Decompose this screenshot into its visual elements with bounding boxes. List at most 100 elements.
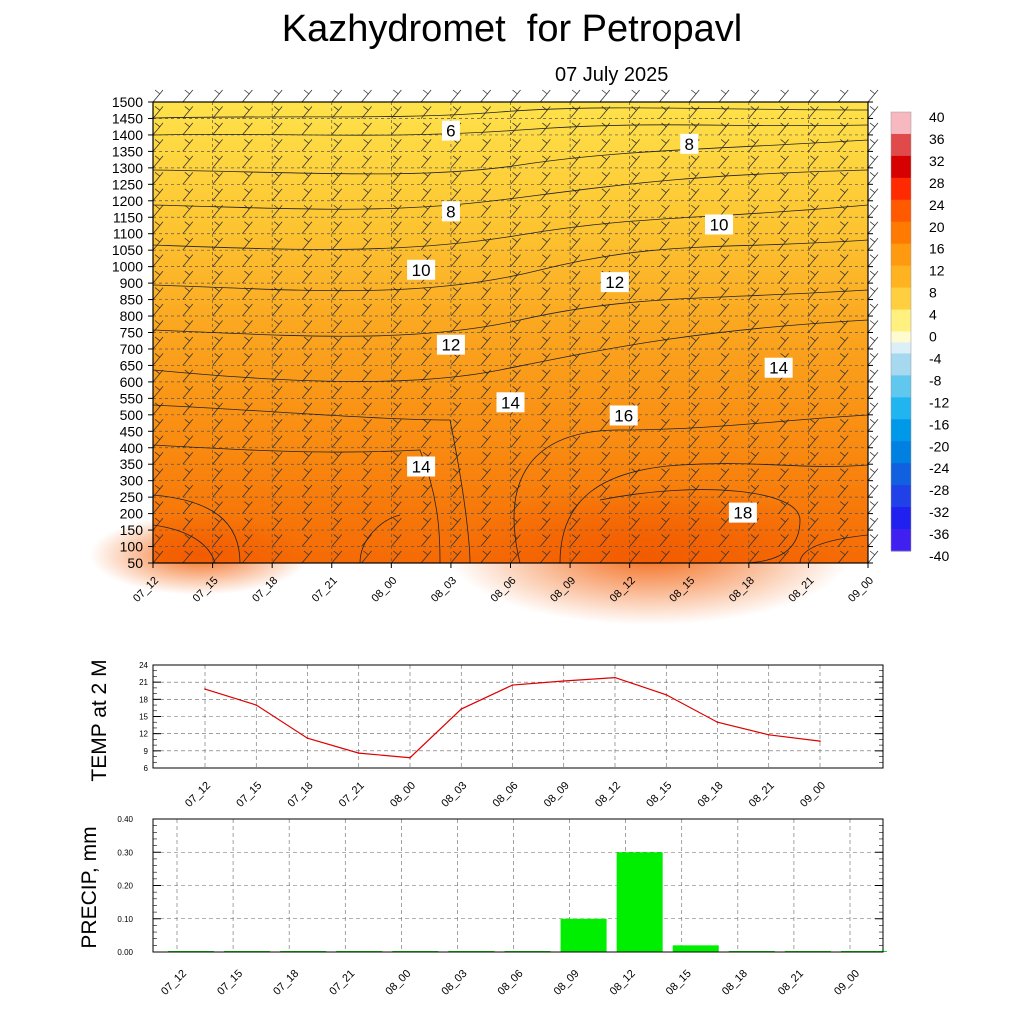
wind-barb-flag: [184, 468, 191, 473]
x-tick-label: 08_03: [439, 780, 469, 810]
wind-barb: [569, 468, 581, 481]
wind-barb: [361, 287, 372, 300]
wind-barb-flag: [184, 270, 191, 276]
colorbar-swatch: [891, 507, 911, 519]
wind-barb-flag: [333, 139, 339, 144]
wind-barb: [271, 419, 283, 432]
wind-barb: [242, 270, 253, 284]
wind-barb: [748, 106, 760, 119]
wind-barb-flag: [184, 353, 191, 358]
wind-barb: [718, 320, 730, 333]
wind-barb: [212, 517, 223, 531]
wind-barb: [331, 419, 343, 432]
wind-barb: [688, 336, 700, 350]
y-tick-label: 18: [139, 695, 148, 704]
wind-barb-flag: [750, 287, 757, 292]
wind-barb-flag: [184, 237, 191, 243]
wind-barb-flag: [661, 418, 667, 424]
wind-barb: [718, 550, 730, 564]
wind-barb: [748, 287, 760, 300]
wind-barb-flag: [720, 451, 727, 457]
wind-barb: [152, 336, 164, 350]
data-point: [255, 704, 258, 706]
wind-barb: [510, 172, 521, 185]
wind-barb-flag: [393, 435, 399, 441]
wind-barb: [539, 270, 551, 284]
y-tick-label: 400: [120, 440, 144, 456]
wind-barb-flag: [184, 402, 191, 408]
wind-barb: [808, 517, 819, 531]
y-tick-label: 15: [139, 713, 148, 722]
wind-barb-flag: [720, 386, 727, 391]
wind-barb: [152, 287, 164, 300]
y-tick-label: 150: [120, 522, 144, 538]
wind-barb-flag: [720, 501, 727, 506]
wind-barb: [867, 204, 879, 218]
wind-barb-flag: [691, 353, 697, 358]
wind-barb-flag: [393, 517, 399, 523]
wind-barb-flag: [810, 402, 816, 408]
wind-barb: [867, 435, 879, 449]
wind-barb-flag: [839, 435, 846, 441]
contour-label-box: [407, 259, 436, 280]
wind-barb: [450, 451, 462, 465]
wind-barb: [301, 353, 313, 366]
wind-barb: [808, 484, 819, 498]
wind-barb: [837, 204, 849, 218]
wind-barb: [391, 89, 402, 103]
wind-barb-flag: [780, 435, 786, 441]
wind-barb: [629, 386, 640, 399]
wind-barb: [212, 287, 223, 300]
wind-barb-flag: [303, 435, 310, 441]
wind-barb-flag: [542, 484, 548, 490]
wind-barb-flag: [869, 320, 876, 325]
wind-barb-flag: [720, 172, 727, 177]
wind-barb: [182, 484, 194, 498]
wind-barb-flag: [482, 155, 488, 161]
wind-barb: [480, 204, 492, 218]
y-tick-label: 1050: [112, 242, 143, 258]
wind-barb: [599, 402, 611, 416]
colorbar-swatch: [891, 254, 911, 267]
wind-barb-flag: [333, 204, 339, 210]
wind-barb: [510, 468, 521, 481]
wind-barb-flag: [393, 155, 399, 161]
wind-barb: [688, 451, 700, 465]
wind-barb-flag: [571, 386, 578, 391]
wind-barb-flag: [363, 303, 369, 309]
wind-barb-flag: [422, 484, 429, 490]
wind-barb-flag: [303, 484, 310, 490]
wind-barb-flag: [869, 418, 876, 424]
data-point: [562, 680, 565, 682]
wind-barb: [599, 353, 611, 366]
colorbar-swatch: [891, 155, 911, 168]
wind-barb: [599, 188, 611, 202]
wind-barb-flag: [869, 254, 876, 259]
wind-barb-flag: [542, 237, 548, 243]
wind-barb-flag: [273, 188, 280, 194]
wind-barb-flag: [303, 320, 310, 325]
wind-barb-flag: [810, 435, 816, 441]
data-point: [460, 708, 463, 710]
wind-barb: [450, 270, 462, 284]
wind-barb: [361, 517, 372, 531]
wind-barb: [301, 155, 313, 169]
wind-barb-flag: [542, 336, 548, 342]
wind-barb: [837, 122, 849, 136]
wind-barb-flag: [422, 402, 429, 408]
colorbar-swatch: [891, 485, 911, 497]
x-tick-label: 07_12: [159, 968, 189, 998]
wind-barb-flag: [303, 369, 310, 375]
wind-barb-flag: [750, 237, 757, 243]
wind-barb: [152, 386, 164, 399]
wind-barb: [301, 402, 313, 416]
wind-barb: [420, 534, 432, 547]
wind-barb-flag: [154, 270, 161, 276]
wind-barb: [152, 139, 164, 152]
wind-barb: [391, 336, 402, 350]
wind-barb-flag: [333, 172, 339, 177]
wind-barb-flag: [631, 172, 637, 177]
wind-barb: [808, 534, 819, 547]
wind-barb-flag: [571, 320, 578, 325]
wind-barb: [867, 270, 879, 284]
